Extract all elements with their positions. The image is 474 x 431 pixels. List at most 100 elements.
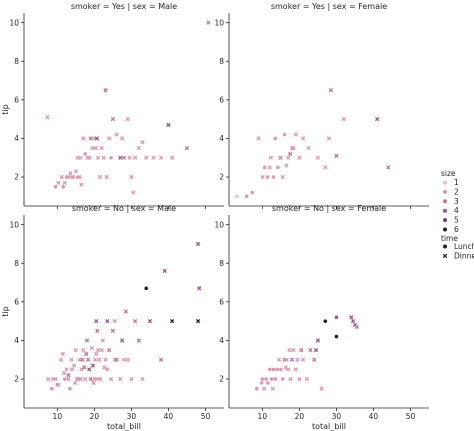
data-point-lunch <box>83 152 87 156</box>
data-point-lunch <box>62 377 67 381</box>
data-point-dinner <box>103 88 108 93</box>
data-point-dinner <box>118 155 123 160</box>
data-point-dinner <box>87 155 92 160</box>
data-point-dinner <box>107 136 112 141</box>
legend: size123456timeLunchDinner <box>441 169 474 260</box>
legend-marker-lunch <box>443 244 447 249</box>
legend-swatch-size-3 <box>443 199 447 204</box>
data-point-dinner <box>95 328 100 333</box>
x-tick-label: 50 <box>406 412 416 421</box>
y-tick-label: 10 <box>9 18 19 27</box>
facet-title: smoker = Yes | sex = Male <box>71 2 177 11</box>
data-point-dinner <box>268 155 274 160</box>
data-point-dinner <box>73 347 79 353</box>
data-point-dinner <box>313 347 319 353</box>
legend-title-size: size <box>441 169 456 178</box>
data-point-dinner <box>328 88 334 93</box>
data-point-dinner <box>184 145 190 151</box>
y-tick-label: 10 <box>214 18 224 27</box>
legend-swatch-size-2 <box>443 189 447 194</box>
data-point-dinner <box>234 194 239 199</box>
data-point-dinner <box>140 376 145 382</box>
data-point-dinner <box>56 382 61 387</box>
y-tick-label: 4 <box>219 336 224 345</box>
data-point-lunch <box>273 377 278 381</box>
y-tick-label: 2 <box>14 375 19 384</box>
data-point-dinner <box>89 346 94 351</box>
data-point-dinner <box>304 376 309 382</box>
y-tick-label: 4 <box>14 336 19 345</box>
data-point-dinner <box>140 140 145 145</box>
data-point-dinner <box>72 380 78 386</box>
data-point-lunch <box>266 381 270 385</box>
data-point-lunch <box>109 155 113 160</box>
data-point-lunch <box>260 377 265 381</box>
data-point-lunch <box>267 367 272 372</box>
legend-label-size-4: 4 <box>454 206 459 215</box>
data-point-lunch <box>275 367 279 372</box>
data-point-dinner <box>284 357 289 362</box>
legend-swatch-size-4 <box>443 208 447 213</box>
x-axis-title: total_bill <box>312 422 346 431</box>
data-point-dinner <box>306 145 311 151</box>
legend-label-size-1: 1 <box>454 178 459 187</box>
data-point-dinner <box>291 145 296 151</box>
data-point-lunch <box>282 132 287 137</box>
y-axis-title: tip <box>1 104 10 114</box>
data-point-dinner <box>262 386 267 391</box>
data-point-dinner <box>66 373 71 378</box>
data-point-dinner <box>45 115 50 120</box>
data-point-dinner <box>88 136 93 141</box>
legend-swatch-size-1 <box>443 180 447 185</box>
data-point-dinner <box>129 174 134 180</box>
data-point-dinner <box>287 151 293 157</box>
data-point-dinner <box>94 136 100 141</box>
data-point-dinner <box>287 347 292 353</box>
data-point-dinner <box>136 338 141 343</box>
data-point-dinner <box>60 351 66 357</box>
data-point-dinner <box>312 357 317 362</box>
data-point-dinner <box>78 155 83 160</box>
data-point-lunch <box>49 386 54 391</box>
data-point-dinner <box>108 376 114 382</box>
data-point-dinner <box>288 376 293 382</box>
data-point-dinner <box>80 357 85 362</box>
data-point-dinner <box>94 351 99 357</box>
legend-label-size-3: 3 <box>454 197 459 206</box>
data-point-dinner <box>91 380 96 386</box>
data-point-lunch <box>271 367 276 372</box>
data-point-dinner <box>104 174 109 180</box>
facet-title: smoker = No | sex = Female <box>272 204 386 213</box>
data-point-dinner <box>62 180 67 185</box>
data-point-lunch <box>269 377 274 381</box>
data-point-dinner <box>125 116 130 122</box>
data-point-dinner <box>88 376 93 382</box>
data-point-lunch <box>250 190 255 195</box>
data-point-dinner <box>114 132 119 137</box>
data-point-dinner <box>103 357 108 362</box>
data-point-dinner <box>78 376 83 382</box>
x-tick-label: 10 <box>53 412 63 421</box>
data-point-dinner <box>118 376 123 382</box>
data-point-dinner <box>131 190 136 195</box>
data-point-dinner <box>101 155 106 160</box>
y-tick-label: 6 <box>14 297 19 306</box>
data-point-dinner <box>110 116 116 122</box>
data-point-dinner <box>386 165 391 170</box>
data-point-dinner <box>58 357 64 362</box>
data-point-lunch <box>280 377 285 381</box>
data-point-dinner <box>81 136 86 141</box>
data-point-dinner <box>293 367 298 372</box>
data-point-dinner <box>45 376 51 382</box>
data-point-dinner <box>197 286 202 291</box>
data-point-lunch <box>53 184 58 189</box>
y-tick-label: 2 <box>219 375 224 384</box>
legend-label-size-5: 5 <box>454 216 459 225</box>
data-point-dinner <box>158 357 164 362</box>
data-point-dinner <box>59 174 64 180</box>
data-point-dinner <box>82 376 88 382</box>
y-tick-label: 10 <box>9 220 19 229</box>
data-point-dinner <box>121 357 127 362</box>
data-point-dinner <box>162 268 167 274</box>
data-point-lunch <box>262 165 267 170</box>
